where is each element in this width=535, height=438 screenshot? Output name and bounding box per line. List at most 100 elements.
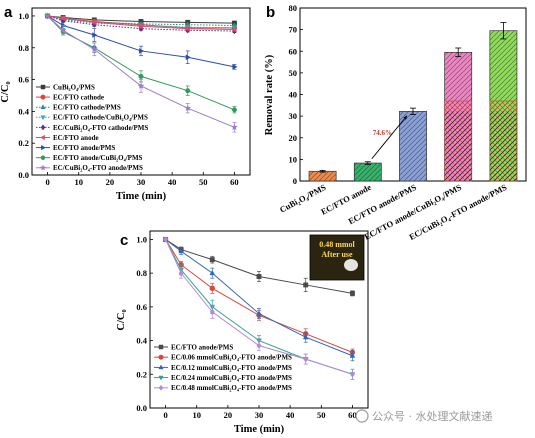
panel-a-y-tick-label: 0.0 bbox=[18, 170, 29, 180]
panel-c-legend: EC/FTO anode/PMS EC/0.06 mmolCuBi₂O₄-FTO … bbox=[154, 343, 292, 392]
panel-c-data-point bbox=[209, 257, 215, 263]
panel-c-legend-entry: EC/0.24 mmolCuBi₂O₄-FTO anode/PMS bbox=[171, 374, 292, 382]
panel-c-x-tick-label: 10 bbox=[192, 410, 201, 420]
panel-b-y-tick-label: 0 bbox=[293, 176, 297, 186]
panel-a-data-point bbox=[185, 54, 191, 61]
panel-a-x-tick-label: 60 bbox=[230, 177, 239, 187]
panel-c-data-point bbox=[209, 285, 215, 292]
panel-b-y-axis-label: Removal rate (%) bbox=[264, 54, 275, 135]
panel-c-inset-photo: 0.48 mmol After use bbox=[309, 234, 365, 281]
panel-a-legend-swatch-marker bbox=[39, 164, 47, 171]
panel-a-data-point bbox=[44, 12, 52, 19]
panel-a-legend-swatch-marker bbox=[40, 124, 46, 131]
panel-c-y-tick-label: 1.0 bbox=[136, 234, 147, 244]
panel-b-y-tick-label: 40 bbox=[289, 90, 298, 100]
panel-a-legend-swatch-marker bbox=[40, 155, 46, 160]
panel-a-x-tick-label: 30 bbox=[137, 177, 146, 187]
panel-c-data-point bbox=[209, 308, 215, 316]
panel-a-x-tick-label: 10 bbox=[74, 177, 83, 187]
panel-b-annotation-arrow bbox=[371, 115, 408, 160]
panel-a-series-line bbox=[47, 15, 235, 68]
panel-c-legend-entry: EC/FTO anode/PMS bbox=[171, 343, 233, 351]
panel-a-data-point bbox=[230, 123, 238, 131]
panel-c-x-tick-label: 60 bbox=[348, 410, 357, 420]
panel-a-series-line bbox=[47, 15, 235, 128]
panel-a-series-line bbox=[47, 15, 235, 24]
panel-c-x-axis-label: Time (min) bbox=[234, 424, 285, 435]
panel-c-x-tick-label: 0 bbox=[163, 410, 167, 420]
panel-a-x-tick-label: 20 bbox=[106, 177, 115, 187]
panel-c-data-point bbox=[256, 342, 262, 349]
panel-a-data-point bbox=[59, 26, 67, 34]
panel-a-data-point bbox=[90, 45, 98, 53]
panel-a-legend-entry: EC/FTO anode/CuBi₂O₄/PMS bbox=[53, 154, 143, 162]
panel-a-legend-entry: EC/FTO anode/PMS bbox=[53, 144, 115, 152]
panel-letter-a: a bbox=[4, 4, 13, 21]
panel-b-bar-hatch bbox=[354, 163, 382, 181]
panel-c-x-tick-label: 40 bbox=[286, 410, 295, 420]
panel-a-legend-entry: EC/CuBi₂O₄-FTO cathode/PMS bbox=[53, 124, 148, 132]
panel-a-chart: 0 10 20 30 40 50 60 0.0 0.2 0.4 0.6 0.8 1.0 CuBi₂O₄/… bbox=[0, 7, 251, 202]
panel-b-bar-hatch bbox=[399, 111, 427, 181]
panel-a-data-point bbox=[184, 25, 190, 32]
panel-a-legend-swatch-marker bbox=[40, 134, 45, 141]
panel-c-x-tick-label: 20 bbox=[224, 410, 233, 420]
panel-c-data-point bbox=[302, 334, 309, 340]
panel-c-legend-swatch-marker bbox=[158, 364, 164, 370]
panel-a-legend-swatch-marker bbox=[41, 144, 46, 151]
panel-a-legend-entry: EC/FTO cathode/PMS bbox=[53, 104, 121, 112]
panel-c-inset-line1: 0.48 mmol bbox=[319, 240, 355, 249]
panel-a-legend-entry: EC/CuBi₂O₄-FTO anode/PMS bbox=[53, 164, 143, 172]
panel-b-y-tick-label: 30 bbox=[289, 111, 298, 121]
panel-a-legend-entry: EC/FTO cathode bbox=[53, 94, 104, 102]
panel-c-data-point bbox=[178, 248, 184, 254]
panel-c-y-tick-label: 0.2 bbox=[136, 369, 147, 379]
panel-c-data-point bbox=[178, 269, 184, 277]
panel-a-x-tick-label: 50 bbox=[199, 177, 208, 187]
panel-c-legend-entry: EC/0.12 mmolCuBi₂O₄-FTO anode/PMS bbox=[171, 364, 292, 372]
panel-a-series-line bbox=[47, 15, 235, 30]
panel-c-data-point bbox=[209, 269, 216, 276]
panel-c-data-point bbox=[303, 282, 309, 288]
panel-b-y-tick-label: 60 bbox=[289, 46, 298, 56]
panel-a-legend-entry: CuBi₂O₄/PMS bbox=[53, 83, 95, 91]
panel-c-y-tick-label: 0.8 bbox=[136, 268, 147, 278]
wechat-icon bbox=[355, 409, 369, 423]
panel-b-annotation-arrowhead bbox=[403, 115, 407, 120]
watermark-text: 公众号 · 水处理文献速递 bbox=[372, 409, 493, 423]
panel-a-series-line bbox=[47, 15, 235, 29]
panel-c-legend-swatch-marker bbox=[158, 375, 164, 381]
panel-c-data-point bbox=[349, 352, 356, 358]
panel-c-legend-entry: EC/0.48 mmolCuBi₂O₄-FTO anode/PMS bbox=[171, 384, 292, 392]
panel-a-y-tick-label: 0.4 bbox=[18, 106, 29, 116]
panel-a-data-point bbox=[137, 23, 144, 30]
panel-c-legend-swatch-marker bbox=[158, 384, 164, 391]
panel-a-legend-swatch-marker bbox=[40, 84, 46, 90]
panel-b-bar-overlay-base bbox=[444, 111, 472, 181]
panel-b-bar-overlay-base bbox=[489, 111, 517, 181]
panel-b-y-tick-label: 10 bbox=[289, 154, 298, 164]
panel-c-series-line bbox=[165, 239, 353, 294]
panel-a-data-point bbox=[137, 82, 145, 89]
panel-c-data-point bbox=[349, 290, 355, 296]
panel-c-y-axis-label: C/C₀ bbox=[116, 309, 127, 330]
panel-b-y-tick-label: 20 bbox=[289, 133, 298, 143]
panel-c-chart: 0 10 20 30 40 50 60 0.0 0.2 0.4 0.6 0.8 1.0 EC/FTO a… bbox=[116, 230, 369, 435]
panel-c-y-tick-label: 0.6 bbox=[136, 302, 147, 312]
panel-a-legend-swatch-marker bbox=[40, 94, 46, 100]
panel-b-y-tick-label: 80 bbox=[289, 3, 298, 13]
panel-b-y-tick-label: 70 bbox=[289, 25, 298, 35]
panel-letter-b: b bbox=[266, 4, 275, 21]
panel-c-x-tick-label: 30 bbox=[255, 410, 264, 420]
panel-c-series-line bbox=[165, 239, 353, 357]
panel-a-data-point bbox=[185, 88, 191, 94]
panel-letter-c: c bbox=[120, 232, 128, 249]
panel-a-y-tick-label: 0.6 bbox=[18, 75, 29, 85]
panel-a-x-tick-label: 40 bbox=[168, 177, 177, 187]
panel-b-y-tick-label: 50 bbox=[289, 68, 298, 78]
panel-c-x-tick-label: 50 bbox=[317, 410, 326, 420]
panel-c-data-point bbox=[163, 236, 169, 243]
panel-a-data-point bbox=[184, 104, 192, 112]
